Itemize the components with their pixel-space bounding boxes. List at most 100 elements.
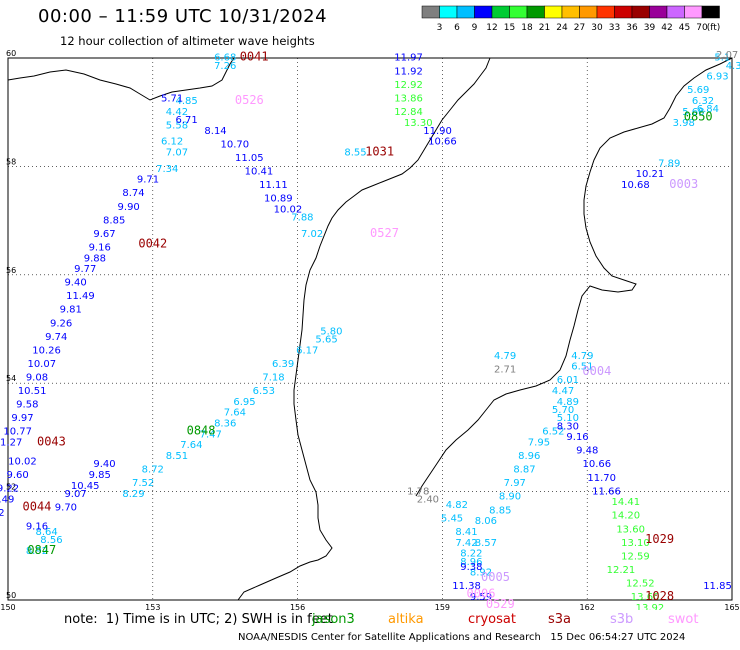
swh-value-label: 9.16 [26,522,48,533]
swh-value-label: 5.45 [441,513,463,524]
swh-value-label: 2.71 [494,364,516,375]
pass-id-label: 0042 [138,237,167,251]
x-tick-label: 156 [290,603,305,610]
swh-value-label: 7.26 [214,61,236,72]
swh-value-label: 10.02 [274,204,303,215]
swh-value-label: 7.64 [224,408,246,419]
swh-value-label: 10.02 [8,457,37,468]
swh-value-label: 7.02 [301,229,323,240]
swh-value-label: 4.47 [552,386,574,397]
swh-value-label: 11.92 [394,66,423,77]
mission-label-cryosat: cryosat [468,612,516,627]
swh-value-label: 8.92 [26,546,48,557]
swh-value-label: 6.93 [706,72,728,83]
swh-value-label: 8.85 [103,215,125,226]
swh-value-label: 12.59 [621,551,650,562]
swh-value-label: 6.12 [161,137,183,148]
swh-value-label: 4.85 [175,96,197,107]
swh-value-label: 9.40 [93,459,115,470]
x-tick-label: 159 [435,603,450,610]
colorbar-label: 45 [679,23,690,32]
swh-value-label: 11.90 [423,126,452,137]
footer-note: note: 1) Time is in UTC; 2) SWH is in fe… [64,612,333,627]
swh-value-label: 8.22 [460,549,482,560]
colorbar-label: 24 [556,23,568,32]
swh-value-label: 10.66 [428,137,457,148]
swh-value-label: 9.08 [26,372,48,383]
colorbar-label: 6 [454,23,460,32]
chart-title: 00:00 – 11:59 UTC 10/31/2024 [38,6,328,27]
mission-label-altika: altika [388,612,424,627]
swh-value-label: 6.53 [253,386,275,397]
swh-value-label: 9.38 [460,562,482,573]
swh-value-label: 8.96 [460,557,482,568]
swh-value-label: 5.68 [682,107,704,118]
swh-value-label: 8.74 [122,188,144,199]
swh-value-label: 13.92 [636,603,665,610]
swh-value-label: 14.41 [611,497,640,508]
mission-label-s3b: s3b [610,612,634,627]
swh-value-label: 6.68 [214,53,236,64]
mission-label-swot: swot [668,612,699,627]
swh-value-label: 9.70 [55,503,77,514]
swh-value-label: 11.97 [394,53,423,64]
swh-value-label: 13.60 [631,592,660,603]
swh-value-label: 7.42 [455,538,477,549]
swh-value-label: 12.21 [607,565,636,576]
swh-value-label: 9.40 [64,278,86,289]
pass-id-label: 0526 [235,93,264,107]
swh-value-label: 11.27 [0,438,22,449]
swh-value-label: 10.77 [3,427,32,438]
swh-value-label: 13.86 [394,93,423,104]
pass-id-label: 0003 [669,177,698,191]
colorbar-label: 18 [521,23,533,32]
pass-id-label: 0041 [240,50,269,64]
swh-value-label: 3.98 [673,118,695,129]
swh-value-label: 7.52 [132,478,154,489]
colorbar: 3 6 9 12 15 18 21 24 27 30 33 36 39 42 45 70(ft) [421,5,720,32]
y-tick-label: 54 [6,374,16,383]
x-tick-label: 165 [724,603,739,610]
swh-value-label: 11.11 [259,180,288,191]
swh-value-label: 8.51 [166,451,188,462]
swh-value-label: 6.32 [692,96,714,107]
swh-value-label: 8.36 [214,419,236,430]
coastline [415,57,733,497]
swh-value-label: 5.1 [714,53,730,64]
swh-value-label: 7.07 [166,148,188,159]
swh-value-label: 9.74 [45,332,67,343]
swh-value-label: 7.34 [156,164,178,175]
x-tick-label: 162 [580,603,595,610]
swh-value-label: 10.26 [32,345,61,356]
pass-id-label: 0848 [187,424,216,438]
swh-value-label: 8.92 [470,568,492,579]
swh-value-label: 2.40 [417,494,439,505]
swh-value-label: 6.39 [272,359,294,370]
swh-value-label: 9.81 [60,305,82,316]
swh-value-label: 10.89 [264,194,293,205]
swh-value-label: 7.97 [504,478,526,489]
map-plot: 150 153 156 159 162 165 50 52 54 56 58 60 6.687.26 4.… [0,49,740,610]
swh-value-label: 6.17 [296,345,318,356]
swh-value-label: 11.38 [452,581,481,592]
swh-value-label: 9.07 [64,489,86,500]
pass-id-label: 1029 [645,532,674,546]
chart-subtitle: 12 hour collection of altimeter wave hei… [60,34,315,48]
swh-value-label: 7.88 [291,213,313,224]
swh-value-label: 9.49 [0,494,14,505]
pass-id-label: 0527 [370,226,399,240]
swh-value-label: 12.92 [394,80,423,91]
swh-value-label: 8.56 [40,535,62,546]
colorbar-label: 15 [504,23,515,32]
swh-value-label: 10.21 [636,169,665,180]
pass-id-label: 0005 [481,570,510,584]
y-tick-label: 56 [6,266,16,275]
x-tick-label: 150 [0,603,15,610]
swh-value-label: 4.42 [166,107,188,118]
swh-value-label: 10.66 [583,459,612,470]
footer-credit: NOAA/NESDIS Center for Satellite Applica… [238,632,686,643]
swh-value-label: 9.22 [0,484,19,495]
swh-value-label: 5.80 [320,326,342,337]
swh-value-label: 4.82 [446,500,468,511]
x-tick-label: 153 [145,603,160,610]
